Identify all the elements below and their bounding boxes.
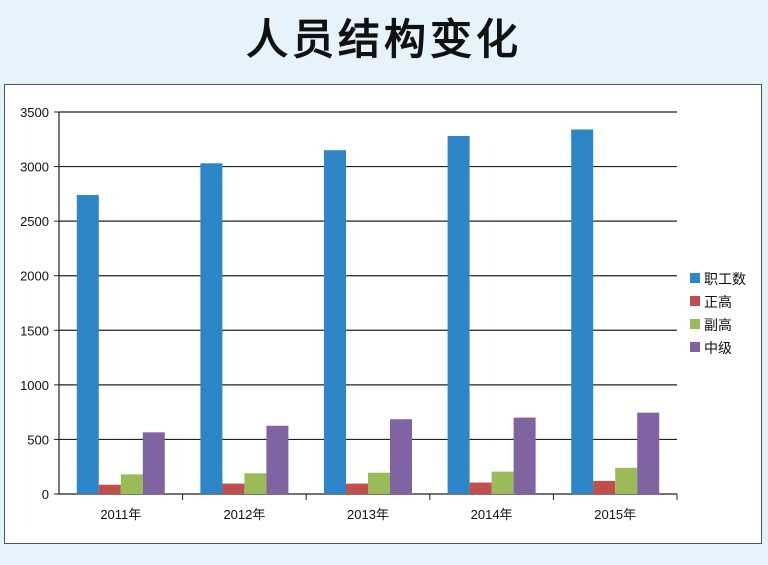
bar-1	[447, 136, 470, 495]
bar-1	[200, 163, 223, 494]
x-tick-label: 2012年	[223, 507, 265, 522]
legend-swatch	[690, 273, 700, 283]
bar-3	[491, 471, 514, 494]
bar-3	[615, 467, 638, 494]
legend-label: 正高	[704, 294, 732, 311]
bar-2	[593, 480, 616, 494]
bar-1	[571, 129, 594, 494]
chart-area: 0 500 1000 1500 2000 2500 3000 3500 2011年 2012年 20…	[4, 84, 762, 544]
bar-2	[469, 482, 492, 494]
bar-3	[120, 474, 143, 494]
bar-1	[76, 194, 99, 494]
legend-swatch	[690, 319, 700, 329]
legend-label: 副高	[704, 317, 732, 334]
bar-2	[346, 483, 368, 494]
legend-swatch	[690, 296, 700, 306]
bar-4	[513, 417, 536, 494]
chart-title: 人员结构变化	[245, 15, 522, 64]
legend-swatch	[690, 342, 700, 352]
y-tick-label: 3000	[20, 160, 49, 175]
bar-3	[368, 472, 390, 494]
y-tick-label: 3500	[20, 105, 49, 120]
y-tick-label: 2000	[20, 269, 49, 284]
bar-4	[637, 412, 660, 494]
bar-4	[266, 425, 289, 494]
x-tick-label: 2013年	[347, 507, 389, 522]
x-tick-label: 2015年	[594, 507, 636, 522]
bar-2	[98, 484, 121, 494]
bar-1	[324, 150, 346, 494]
y-tick-label: 2500	[20, 214, 49, 229]
x-tick-label: 2011年	[100, 507, 141, 522]
bar-3	[244, 473, 267, 494]
y-tick-label: 0	[42, 487, 49, 502]
x-tick-label: 2014年	[471, 507, 513, 522]
bar-4	[142, 432, 165, 494]
y-tick-label: 500	[27, 432, 49, 447]
y-tick-label: 1000	[20, 378, 49, 393]
legend-label: 职工数	[704, 272, 746, 288]
bar-chart: 0 500 1000 1500 2000 2500 3000 3500 2011年 2012年 20…	[20, 105, 746, 522]
legend-label: 中级	[704, 341, 732, 357]
bar-2	[222, 483, 245, 494]
y-tick-label: 1500	[20, 323, 49, 338]
bar-4	[390, 419, 412, 494]
